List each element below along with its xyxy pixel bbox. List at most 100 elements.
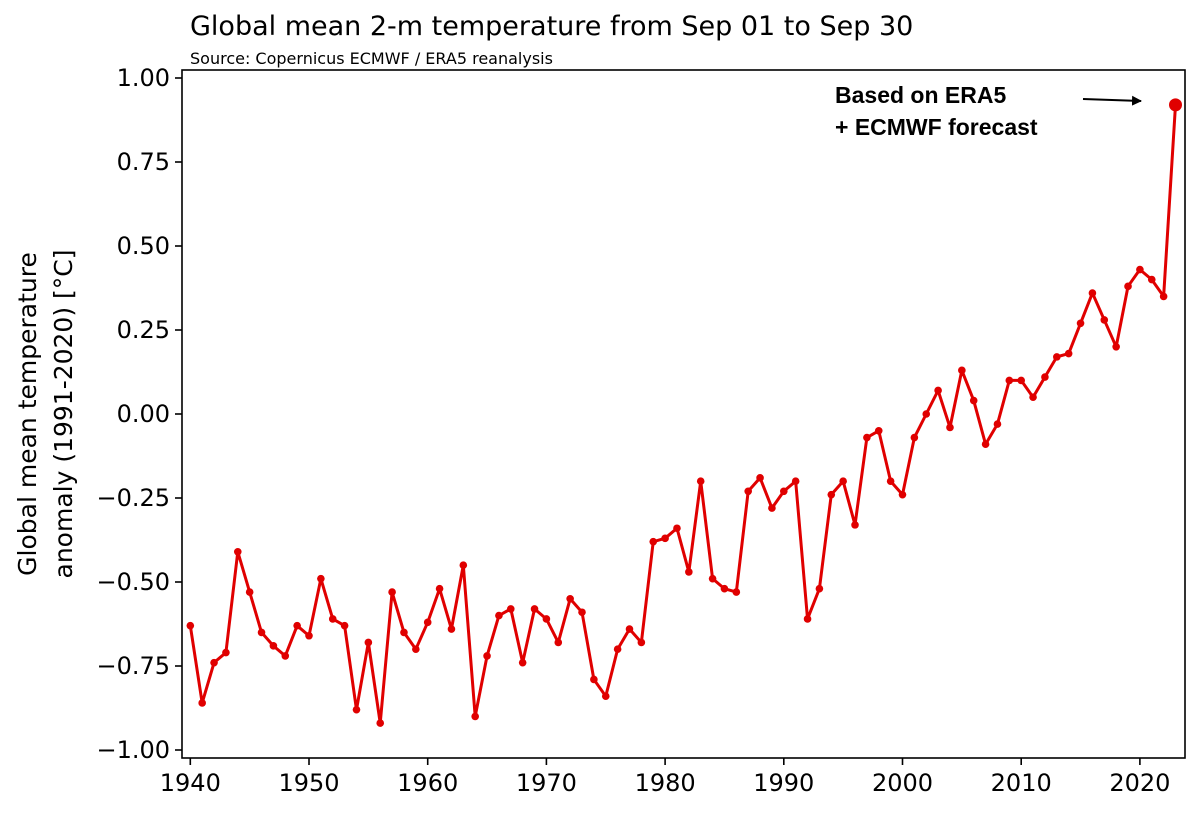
data-point [222, 648, 230, 657]
x-tick-label: 1990 [753, 769, 814, 797]
data-point [400, 628, 408, 637]
temperature-series-line [188, 104, 1178, 725]
data-point [827, 490, 836, 499]
data-point [1100, 316, 1109, 324]
x-tick-label: 1970 [516, 769, 577, 797]
data-point [1076, 319, 1085, 328]
data-point [578, 608, 586, 617]
x-tick-label: 2000 [872, 769, 933, 797]
data-point [269, 642, 278, 650]
data-point [340, 621, 349, 630]
data-point [233, 547, 242, 556]
data-point [696, 477, 705, 486]
data-point [637, 638, 646, 647]
y-axis-label-line1: Global mean temperature [13, 252, 42, 576]
data-point [815, 584, 824, 593]
x-tick-label: 1940 [160, 769, 221, 797]
annotation-line2: + ECMWF forecast [835, 114, 1038, 140]
data-point [780, 487, 788, 496]
data-point [649, 537, 658, 546]
data-point [317, 574, 325, 583]
data-point [435, 584, 444, 593]
data-point [720, 584, 729, 593]
y-tick-label: 1.00 [117, 64, 170, 92]
data-point [661, 534, 669, 543]
y-tick-label: −0.75 [96, 652, 170, 680]
data-point [281, 652, 290, 660]
y-tick-label: −0.50 [96, 568, 170, 596]
data-point [495, 611, 503, 620]
data-point [423, 618, 432, 627]
data-point [412, 645, 420, 653]
temperature-series-points [186, 265, 1168, 727]
y-axis-label-line2: anomaly (1991-2020) [°C] [49, 249, 78, 578]
data-point [376, 719, 385, 727]
data-point [459, 561, 468, 569]
annotation-line1: Based on ERA5 [835, 82, 1006, 108]
x-tick-label: 2010 [991, 769, 1052, 797]
data-point [625, 625, 634, 633]
data-point [518, 658, 527, 667]
data-point [1124, 282, 1132, 291]
data-point [328, 615, 337, 623]
data-point [447, 625, 456, 633]
data-point [542, 615, 551, 623]
data-point [910, 433, 919, 442]
data-point [257, 628, 266, 637]
y-tick-label: 0.25 [117, 316, 170, 344]
data-point [210, 658, 218, 667]
data-point [732, 588, 741, 596]
chart-title: Global mean 2-m temperature from Sep 01 … [190, 11, 913, 42]
data-point [1159, 292, 1168, 301]
y-tick-label: −1.00 [96, 736, 170, 764]
y-tick-label: −0.25 [96, 484, 170, 512]
data-point [1147, 275, 1156, 284]
data-point [566, 595, 574, 603]
data-point [958, 366, 966, 375]
data-point [981, 440, 990, 449]
data-point [839, 477, 847, 486]
data-point [851, 521, 859, 529]
x-tick-label: 1980 [635, 769, 696, 797]
y-tick-label: 0.75 [117, 148, 170, 176]
data-point [685, 568, 693, 576]
x-tick-label: 1960 [397, 769, 458, 797]
y-tick-label: 0.50 [117, 232, 170, 260]
data-point [601, 692, 610, 701]
data-point [673, 524, 681, 533]
data-point [768, 504, 776, 512]
data-point [886, 477, 895, 486]
data-point [1017, 376, 1025, 385]
data-point [364, 638, 373, 647]
data-point [305, 631, 313, 640]
x-tick-label: 2020 [1109, 769, 1170, 797]
data-point [1053, 353, 1061, 361]
chart-subtitle: Source: Copernicus ECMWF / ERA5 reanalys… [190, 49, 553, 68]
data-point [352, 705, 361, 714]
data-point [744, 487, 752, 496]
data-point [898, 490, 907, 499]
data-point [922, 410, 931, 418]
data-point [1041, 373, 1049, 381]
data-point [993, 420, 1002, 428]
data-point [613, 645, 622, 653]
data-point [1029, 393, 1037, 402]
data-point [530, 605, 539, 613]
x-tick-label: 1950 [278, 769, 339, 797]
data-point [1088, 289, 1097, 297]
data-point [803, 615, 812, 623]
data-point [471, 712, 479, 721]
data-point [946, 423, 954, 432]
data-point [590, 675, 598, 684]
data-point [756, 474, 764, 482]
data-point [506, 605, 515, 613]
plot-frame [181, 69, 1186, 759]
data-point [198, 699, 206, 707]
data-point [186, 621, 195, 630]
data-point [388, 588, 396, 596]
data-point [483, 652, 491, 660]
data-point [969, 396, 978, 405]
data-point [863, 433, 871, 442]
data-point [293, 621, 301, 630]
